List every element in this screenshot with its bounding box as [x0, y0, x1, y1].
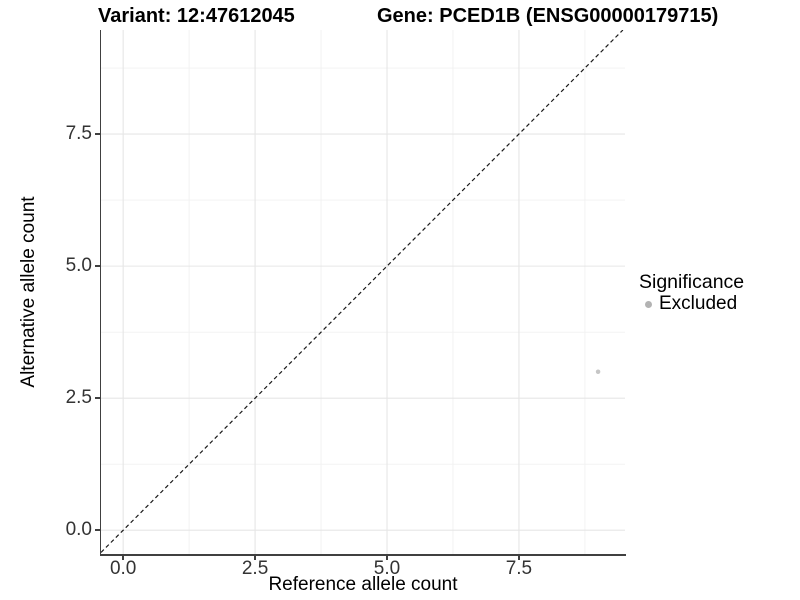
legend: Significance Excluded — [639, 272, 744, 314]
y-axis-tick — [95, 265, 100, 267]
legend-item: Excluded — [639, 294, 744, 314]
x-axis-tick — [122, 555, 124, 560]
y-tick-label: 2.5 — [65, 387, 92, 409]
y-axis-tick — [95, 397, 100, 399]
y-tick-label: 5.0 — [65, 255, 92, 277]
x-axis-tick — [518, 555, 520, 560]
y-tick-label: 7.5 — [65, 123, 92, 145]
x-axis-title: Reference allele count — [268, 574, 458, 595]
x-tick-label: 2.5 — [241, 558, 269, 579]
identity-line — [101, 30, 624, 553]
data-point-excluded — [595, 369, 601, 375]
plot-title-gene: Gene: PCED1B (ENSG00000179715) — [377, 5, 719, 27]
y-axis-tick — [95, 133, 100, 135]
plot-canvas — [101, 30, 625, 554]
y-tick-label: 0.0 — [65, 519, 92, 541]
x-axis-tick — [254, 555, 256, 560]
y-axis-tick — [95, 529, 100, 531]
y-axis-line — [99, 30, 101, 556]
legend-item-label: Excluded — [659, 293, 738, 314]
legend-title: Significance — [639, 271, 745, 293]
plot-panel — [101, 30, 625, 554]
x-tick-label: 5.0 — [373, 558, 401, 579]
x-tick-label: 7.5 — [505, 558, 533, 579]
x-axis-tick — [386, 555, 388, 560]
legend-key — [639, 295, 657, 313]
legend-items: Excluded — [639, 294, 744, 314]
x-axis-line — [99, 554, 626, 556]
plot-title-variant: Variant: 12:47612045 — [98, 5, 295, 27]
y-axis-title: Alternative allele count — [18, 196, 39, 388]
legend-point-icon — [644, 300, 652, 308]
x-tick-label: 0.0 — [109, 558, 137, 579]
